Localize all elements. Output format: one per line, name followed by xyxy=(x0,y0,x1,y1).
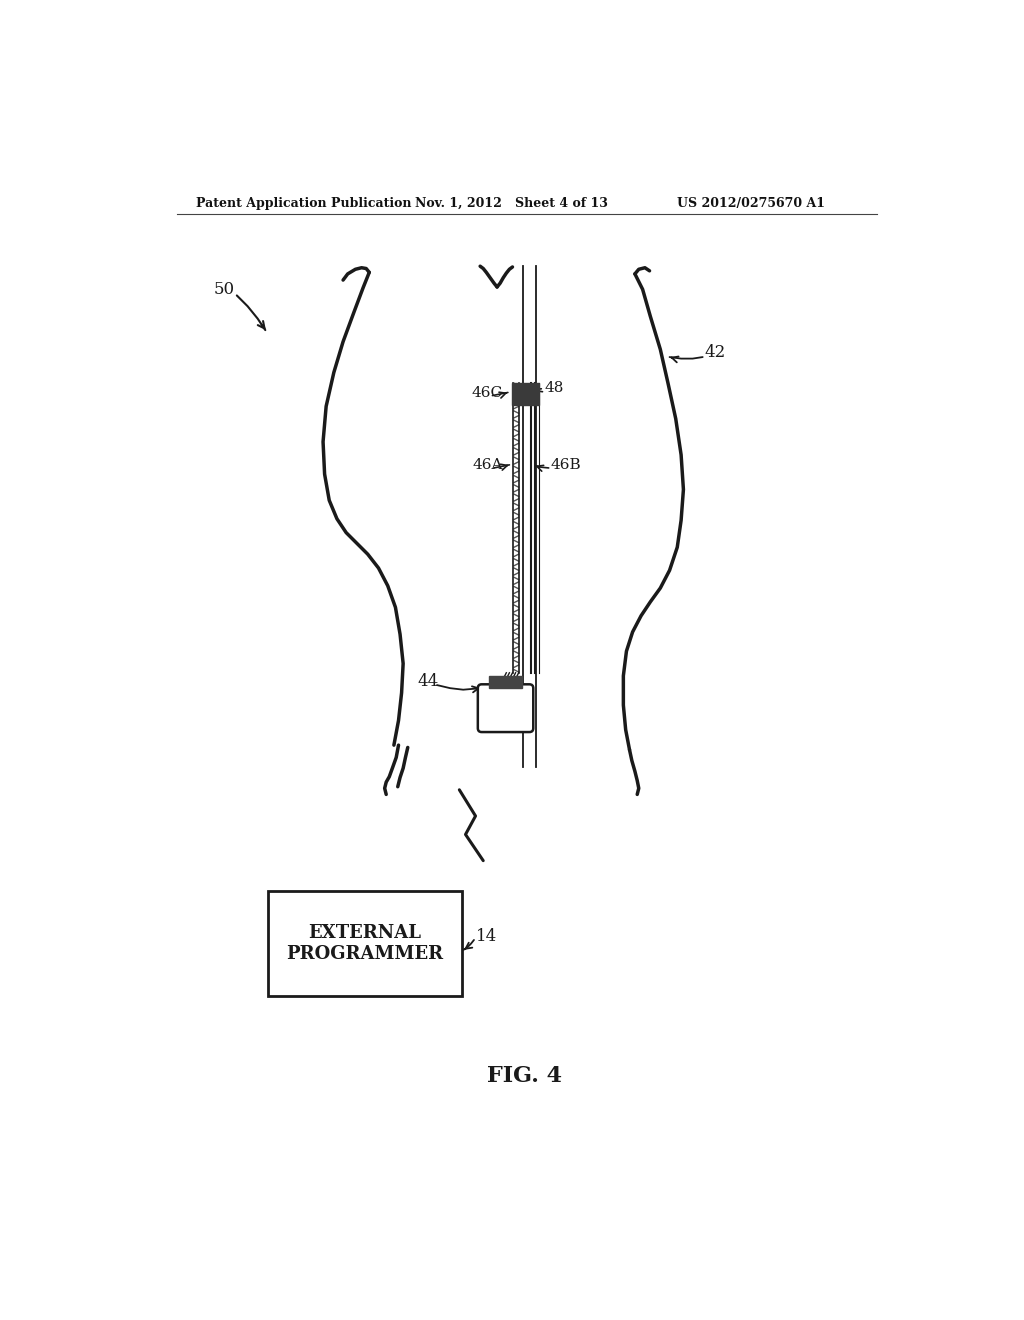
Text: 44: 44 xyxy=(417,673,438,690)
FancyBboxPatch shape xyxy=(478,684,534,733)
Text: 42: 42 xyxy=(705,345,725,360)
Bar xyxy=(512,383,540,405)
Text: Nov. 1, 2012   Sheet 4 of 13: Nov. 1, 2012 Sheet 4 of 13 xyxy=(416,197,608,210)
Text: 50: 50 xyxy=(214,281,234,298)
Text: 46B: 46B xyxy=(550,458,581,471)
Text: FIG. 4: FIG. 4 xyxy=(487,1065,562,1088)
Text: 14: 14 xyxy=(475,928,497,945)
Text: Patent Application Publication: Patent Application Publication xyxy=(196,197,412,210)
Text: EXTERNAL
PROGRAMMER: EXTERNAL PROGRAMMER xyxy=(286,924,443,964)
Text: 48: 48 xyxy=(544,381,563,395)
Bar xyxy=(488,676,522,688)
Text: US 2012/0275670 A1: US 2012/0275670 A1 xyxy=(677,197,825,210)
Bar xyxy=(267,891,462,997)
Text: 46A: 46A xyxy=(472,458,503,471)
Text: 46C: 46C xyxy=(472,387,503,400)
